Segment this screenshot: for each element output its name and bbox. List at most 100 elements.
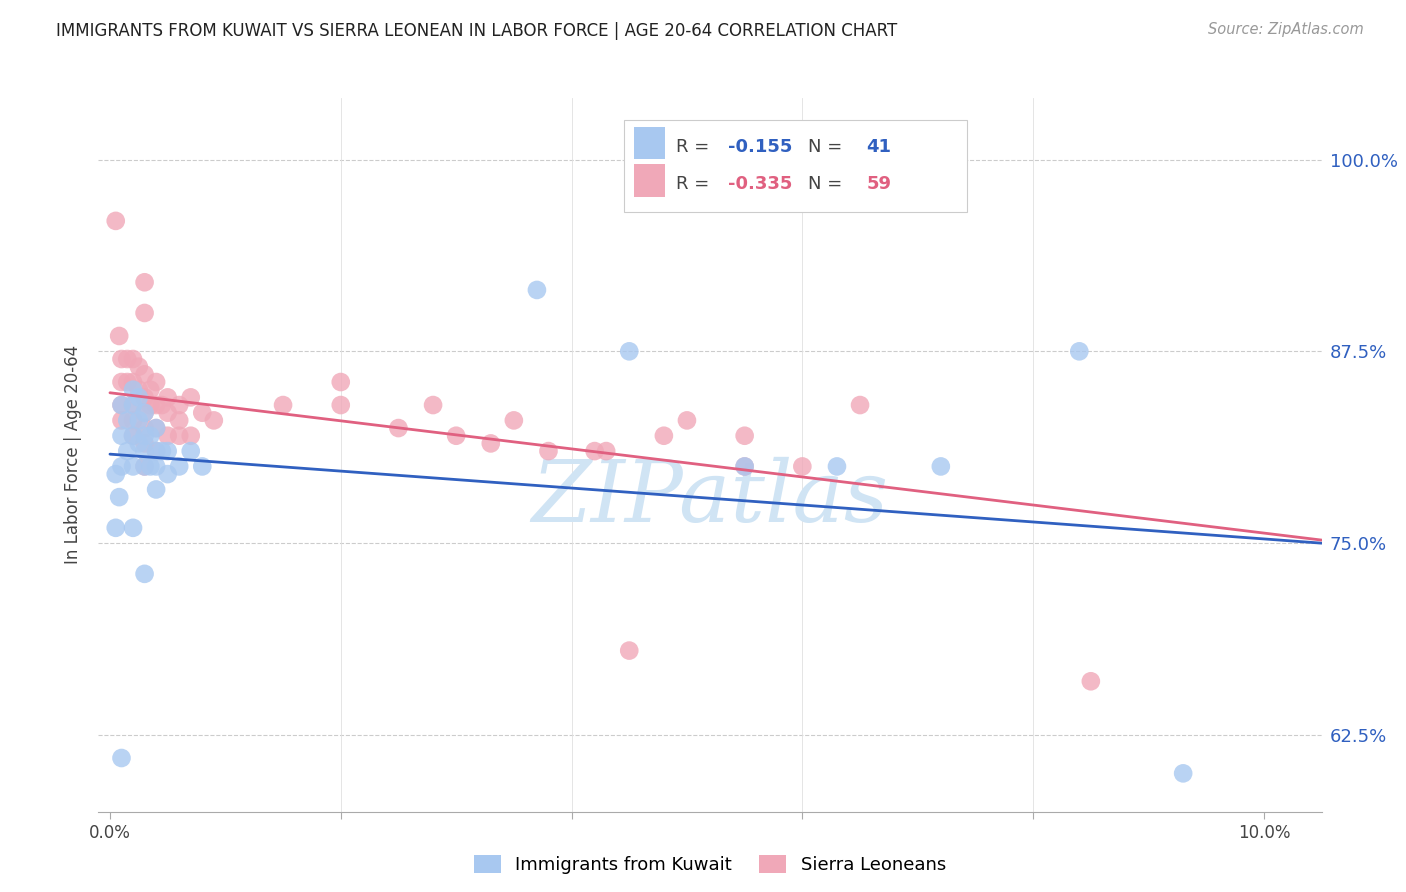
Point (1080, 674, 1102, 689)
Point (526, 283, 548, 297)
Point (1173, 766, 1195, 780)
Point (134, 390, 156, 404)
Text: R =: R = (676, 137, 714, 155)
Point (156, 428, 179, 442)
Point (145, 375, 167, 389)
Point (202, 413, 225, 427)
Point (122, 351, 145, 366)
Y-axis label: In Labor Force | Age 20-64: In Labor Force | Age 20-64 (63, 345, 82, 565)
Point (676, 413, 699, 427)
Text: N =: N = (808, 137, 848, 155)
Point (191, 406, 214, 420)
Point (156, 444, 179, 458)
Point (110, 398, 132, 412)
Point (122, 428, 145, 442)
Point (134, 368, 156, 382)
Point (156, 467, 179, 482)
Point (110, 351, 132, 366)
Point (134, 444, 156, 458)
Point (145, 421, 167, 435)
Point (134, 406, 156, 420)
Point (156, 406, 179, 420)
Point (849, 398, 872, 412)
Point (444, 428, 467, 442)
Point (117, 413, 139, 427)
FancyBboxPatch shape (634, 164, 665, 196)
Point (929, 459, 952, 474)
Point (583, 444, 606, 458)
Text: 41: 41 (866, 137, 891, 155)
Point (734, 459, 756, 474)
Point (122, 398, 145, 412)
Point (122, 428, 145, 442)
Point (134, 306, 156, 320)
Point (619, 344, 641, 359)
Point (150, 398, 173, 412)
FancyBboxPatch shape (634, 128, 665, 160)
Point (271, 398, 294, 412)
Point (134, 406, 156, 420)
Point (595, 444, 617, 458)
Point (180, 390, 202, 404)
Point (145, 483, 167, 497)
Point (117, 375, 139, 389)
Point (134, 275, 156, 289)
Point (117, 351, 139, 366)
Point (110, 459, 132, 474)
Point (734, 459, 756, 474)
Point (619, 643, 641, 657)
Point (110, 751, 132, 765)
Point (479, 436, 502, 450)
Point (734, 428, 756, 442)
Point (329, 375, 352, 389)
Text: 59: 59 (866, 175, 891, 193)
Point (134, 421, 156, 435)
Point (150, 444, 173, 458)
Point (134, 428, 156, 442)
Point (329, 398, 352, 412)
Point (110, 398, 132, 412)
Point (167, 459, 190, 474)
Point (134, 459, 156, 474)
Point (108, 329, 131, 343)
Text: N =: N = (808, 175, 848, 193)
Point (139, 459, 162, 474)
Point (1069, 344, 1091, 359)
Point (139, 383, 162, 397)
Point (110, 428, 132, 442)
Point (167, 428, 190, 442)
Point (128, 390, 150, 404)
Point (128, 383, 150, 397)
FancyBboxPatch shape (624, 120, 967, 212)
Point (134, 566, 156, 581)
Point (122, 375, 145, 389)
Point (537, 444, 560, 458)
Point (825, 459, 848, 474)
Text: IMMIGRANTS FROM KUWAIT VS SIERRA LEONEAN IN LABOR FORCE | AGE 20-64 CORRELATION : IMMIGRANTS FROM KUWAIT VS SIERRA LEONEAN… (56, 22, 897, 40)
Point (422, 398, 444, 412)
Point (134, 436, 156, 450)
Point (139, 428, 162, 442)
Point (145, 459, 167, 474)
Point (104, 467, 127, 482)
Point (191, 459, 214, 474)
Point (128, 359, 150, 374)
Legend: Immigrants from Kuwait, Sierra Leoneans: Immigrants from Kuwait, Sierra Leoneans (467, 847, 953, 881)
Point (108, 490, 131, 504)
Point (128, 436, 150, 450)
Point (104, 521, 127, 535)
Text: -0.335: -0.335 (728, 175, 793, 193)
Point (145, 444, 167, 458)
Point (502, 413, 524, 427)
Point (122, 398, 145, 412)
Point (134, 459, 156, 474)
Point (145, 421, 167, 435)
Point (122, 459, 145, 474)
Point (167, 413, 190, 427)
Point (156, 390, 179, 404)
Text: R =: R = (676, 175, 714, 193)
Text: -0.155: -0.155 (728, 137, 793, 155)
Text: ZIPatlas: ZIPatlas (531, 457, 889, 539)
Point (145, 398, 167, 412)
Point (792, 459, 814, 474)
